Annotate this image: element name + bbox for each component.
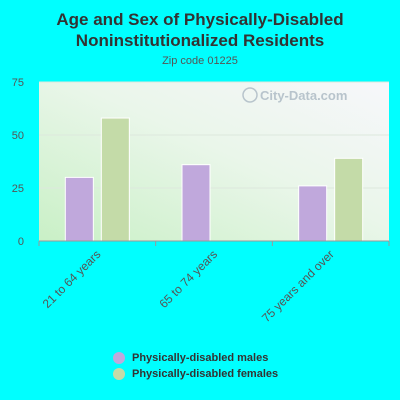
y-tick-label: 25 [12,183,24,195]
legend-label-males: Physically-disabled males [132,352,269,364]
legend-label-females: Physically-disabled females [132,368,279,380]
watermark-icon [242,87,258,103]
x-tick-label: 65 to 74 years [156,247,220,311]
x-tick-label: 21 to 64 years [40,247,104,311]
bar-males[interactable] [64,176,94,242]
legend-swatch-females [113,368,125,380]
bar-females[interactable] [100,117,130,242]
legend-swatch-males [113,352,125,364]
legend-item-females: Physically-disabled females [113,366,278,382]
bar-females[interactable] [334,157,364,242]
plot-area [39,82,389,241]
legend: Physically-disabled males Physically-dis… [113,350,278,382]
chart-title-line-2: Noninstitutionalized Residents [75,31,325,50]
watermark: City-Data.com [242,87,347,103]
x-tick-label: 75 years and over [259,247,337,325]
watermark-text: City-Data.com [260,88,347,103]
bar-males[interactable] [181,164,211,242]
chart-subtitle: Zip code 01225 [162,55,238,67]
y-tick-label: 50 [12,130,24,142]
chart-title: Age and Sex of Physically-Disabled Nonin… [0,9,400,51]
y-tick-label: 75 [12,77,24,89]
bar-males[interactable] [298,185,328,242]
chart-title-line-1: Age and Sex of Physically-Disabled [56,10,344,29]
y-tick-label: 0 [18,236,24,248]
legend-item-males: Physically-disabled males [113,350,278,366]
